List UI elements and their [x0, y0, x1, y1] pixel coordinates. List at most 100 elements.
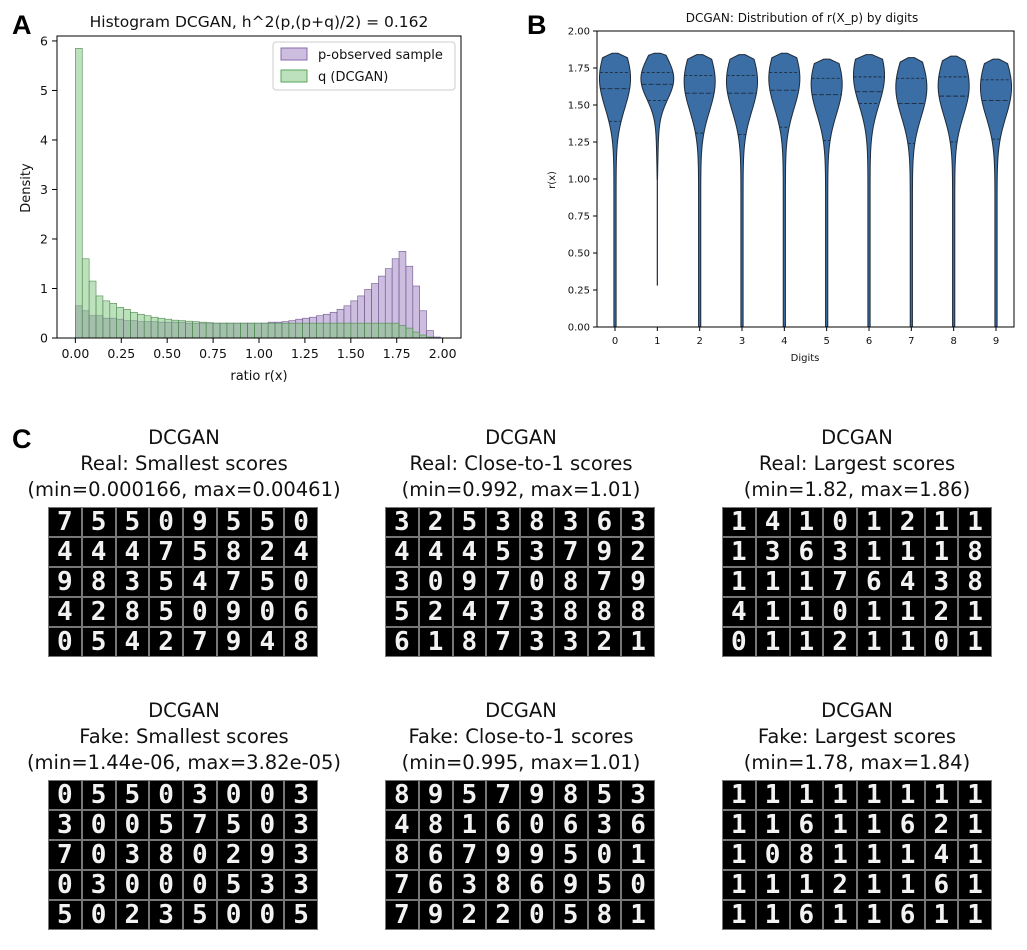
digit-cell: 4 — [385, 537, 419, 567]
digit-cell: 5 — [553, 900, 588, 930]
digit-cell: 2 — [823, 870, 857, 900]
digit-cell: 5 — [486, 537, 520, 567]
digit-cell: 0 — [418, 567, 453, 597]
digit-cell: 3 — [452, 870, 487, 900]
x-tick-label: 1.50 — [337, 346, 365, 361]
digit-cell: 7 — [587, 567, 622, 597]
digit-cell: 5 — [183, 900, 217, 930]
violin-body — [683, 54, 716, 328]
grid-title-line1: DCGAN — [148, 699, 220, 722]
digit-cell: 1 — [857, 870, 891, 900]
digit-cell: 1 — [857, 840, 891, 870]
digit-cell: 1 — [789, 627, 824, 657]
x-tick-label: 0.50 — [153, 346, 181, 361]
histogram-bar — [364, 322, 372, 339]
histogram-bar — [302, 322, 310, 339]
histogram-bar — [254, 322, 262, 339]
digit-cell: 1 — [722, 567, 756, 597]
digit-cell: 7 — [486, 780, 520, 810]
digit-cell: 3 — [924, 567, 959, 597]
x-tick-label: 0.75 — [199, 346, 227, 361]
digit-cell: 6 — [789, 810, 824, 840]
y-tick-label: 0.50 — [568, 249, 590, 260]
violin-ylabel: r(x) — [547, 171, 558, 189]
digit-cell: 3 — [81, 870, 116, 900]
digit-cell: 4 — [81, 537, 116, 567]
digit-cell: 6 — [621, 810, 655, 840]
histogram-bar — [316, 322, 324, 339]
digit-cell: 2 — [418, 507, 453, 537]
digit-cell: 1 — [621, 627, 655, 657]
histogram-bar — [178, 320, 186, 339]
digit-cell: 5 — [284, 900, 318, 930]
digit-cell: 1 — [823, 780, 857, 810]
digit-cell: 1 — [857, 597, 891, 627]
histogram-bar — [95, 295, 104, 339]
violin-body — [725, 54, 759, 328]
digit-cell: 5 — [587, 870, 622, 900]
digit-cell: 7 — [149, 537, 183, 567]
digit-cell: 8 — [486, 870, 520, 900]
digit-cell: 0 — [183, 840, 217, 870]
grid-title-line1: DCGAN — [821, 699, 893, 722]
histogram-bar — [378, 322, 386, 339]
digit-cell: 9 — [553, 870, 588, 900]
digit-cell: 4 — [115, 537, 150, 567]
digit-cell: 1 — [789, 567, 824, 597]
digit-cell: 8 — [385, 780, 419, 810]
grid-title-line2: Real: Smallest scores — [80, 452, 288, 475]
y-tick-label: 6 — [40, 33, 48, 48]
digit-cell: 0 — [183, 597, 217, 627]
digit-cell: 9 — [486, 840, 520, 870]
digit-cell: 7 — [823, 567, 857, 597]
digit-cell: 3 — [48, 810, 82, 840]
digit-cell: 1 — [418, 627, 453, 657]
digit-cell: 0 — [48, 870, 82, 900]
digit-cell: 7 — [452, 840, 487, 870]
violin-shapes — [598, 52, 1013, 328]
digit-cell: 0 — [284, 567, 318, 597]
digit-cell: 1 — [857, 810, 891, 840]
histogram-bar — [212, 322, 221, 339]
x-tick-label: 5 — [823, 336, 829, 347]
digit-cell: 0 — [81, 840, 116, 870]
digit-cell: 3 — [553, 627, 588, 657]
digit-cell: 5 — [250, 507, 285, 537]
digit-cell: 1 — [857, 780, 891, 810]
y-tick-label: 0 — [40, 331, 48, 346]
digit-cell: 1 — [890, 627, 925, 657]
digit-cell: 0 — [722, 627, 756, 657]
digit-cell: 2 — [452, 900, 487, 930]
histogram-bar — [357, 322, 365, 339]
histogram-y-ticks: 0 1 2 3 4 5 6 — [40, 33, 57, 346]
digit-cell: 4 — [183, 567, 217, 597]
digit-cell: 9 — [418, 900, 453, 930]
grid-title-line2: Fake: Smallest scores — [79, 725, 289, 748]
y-tick-label: 2 — [40, 231, 48, 246]
digit-cell: 1 — [722, 810, 756, 840]
digit-cell: 1 — [755, 900, 790, 930]
grid-title-line1: DCGAN — [148, 426, 220, 449]
histogram-bar — [109, 303, 117, 339]
digit-cell: 5 — [452, 780, 487, 810]
histogram-bar — [336, 322, 345, 339]
digit-cell: 4 — [755, 507, 790, 537]
histogram-bar — [81, 258, 90, 339]
x-tick-label: 1.75 — [383, 346, 411, 361]
histogram-bar — [398, 325, 407, 339]
digit-cell: 0 — [216, 900, 251, 930]
histogram-bar — [171, 319, 179, 339]
violin-body — [937, 55, 970, 328]
digit-cell: 5 — [81, 627, 116, 657]
violin-body — [979, 58, 1013, 328]
digit-cell: 0 — [115, 810, 150, 840]
grid-title-line3: (min=1.78, max=1.84) — [743, 751, 971, 774]
x-tick-label: 4 — [781, 336, 787, 347]
violin-chart: DCGAN: Distribution of r(X_p) by digits … — [547, 11, 1015, 364]
histogram-bar — [116, 307, 124, 339]
digit-cell: 5 — [149, 810, 183, 840]
digit-cell: 9 — [452, 567, 487, 597]
digit-cell: 3 — [284, 870, 318, 900]
grid-title-fake-largest: DCGAN Fake: Largest scores (min=1.78, ma… — [687, 698, 1027, 776]
